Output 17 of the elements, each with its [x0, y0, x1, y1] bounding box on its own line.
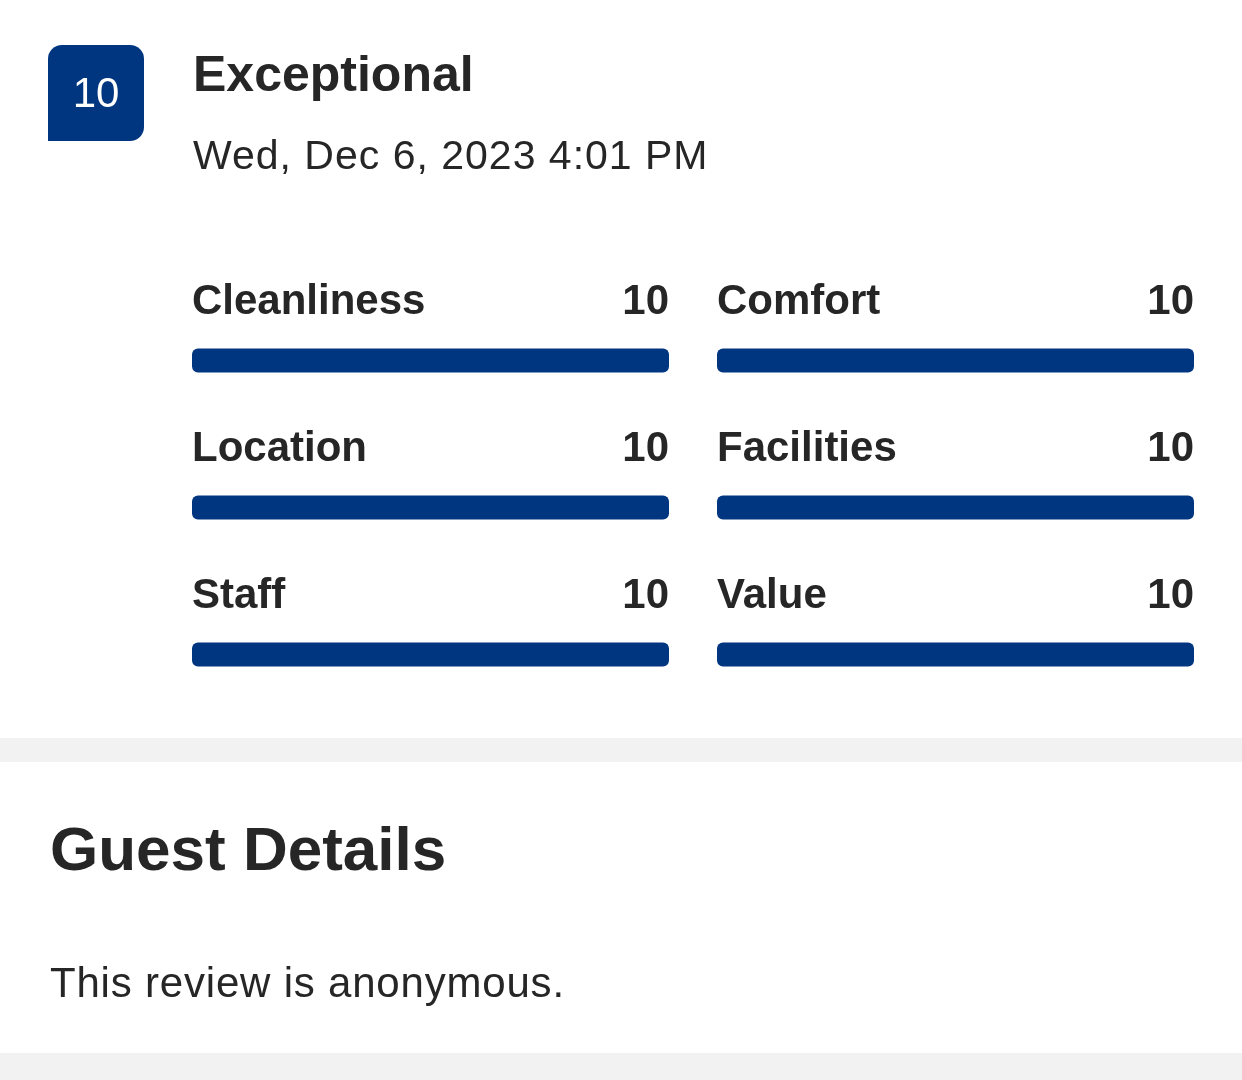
y-tick-label: Facilities	[717, 423, 897, 470]
data-label: 10	[622, 423, 669, 470]
data-label: 10	[1147, 423, 1194, 470]
chart-subtitle: Wed, Dec 6, 2023 4:01 PM	[193, 132, 709, 180]
data-label: 10	[622, 570, 669, 617]
text: Guest Details	[50, 813, 447, 885]
y-tick-label: Cleanliness	[192, 276, 426, 323]
score-badge: 10	[48, 45, 144, 141]
y-tick-label: Location	[192, 423, 367, 470]
chart-title: Exceptional	[193, 46, 474, 104]
y-tick-label: Comfort	[717, 276, 881, 323]
text: This review is anonymous.	[50, 959, 565, 1008]
y-tick-label: Value	[717, 570, 827, 617]
data-label: 10	[1147, 570, 1194, 617]
data-label: 10	[622, 276, 669, 323]
data-label: 10	[1147, 276, 1194, 323]
y-tick-label: Staff	[192, 570, 287, 617]
